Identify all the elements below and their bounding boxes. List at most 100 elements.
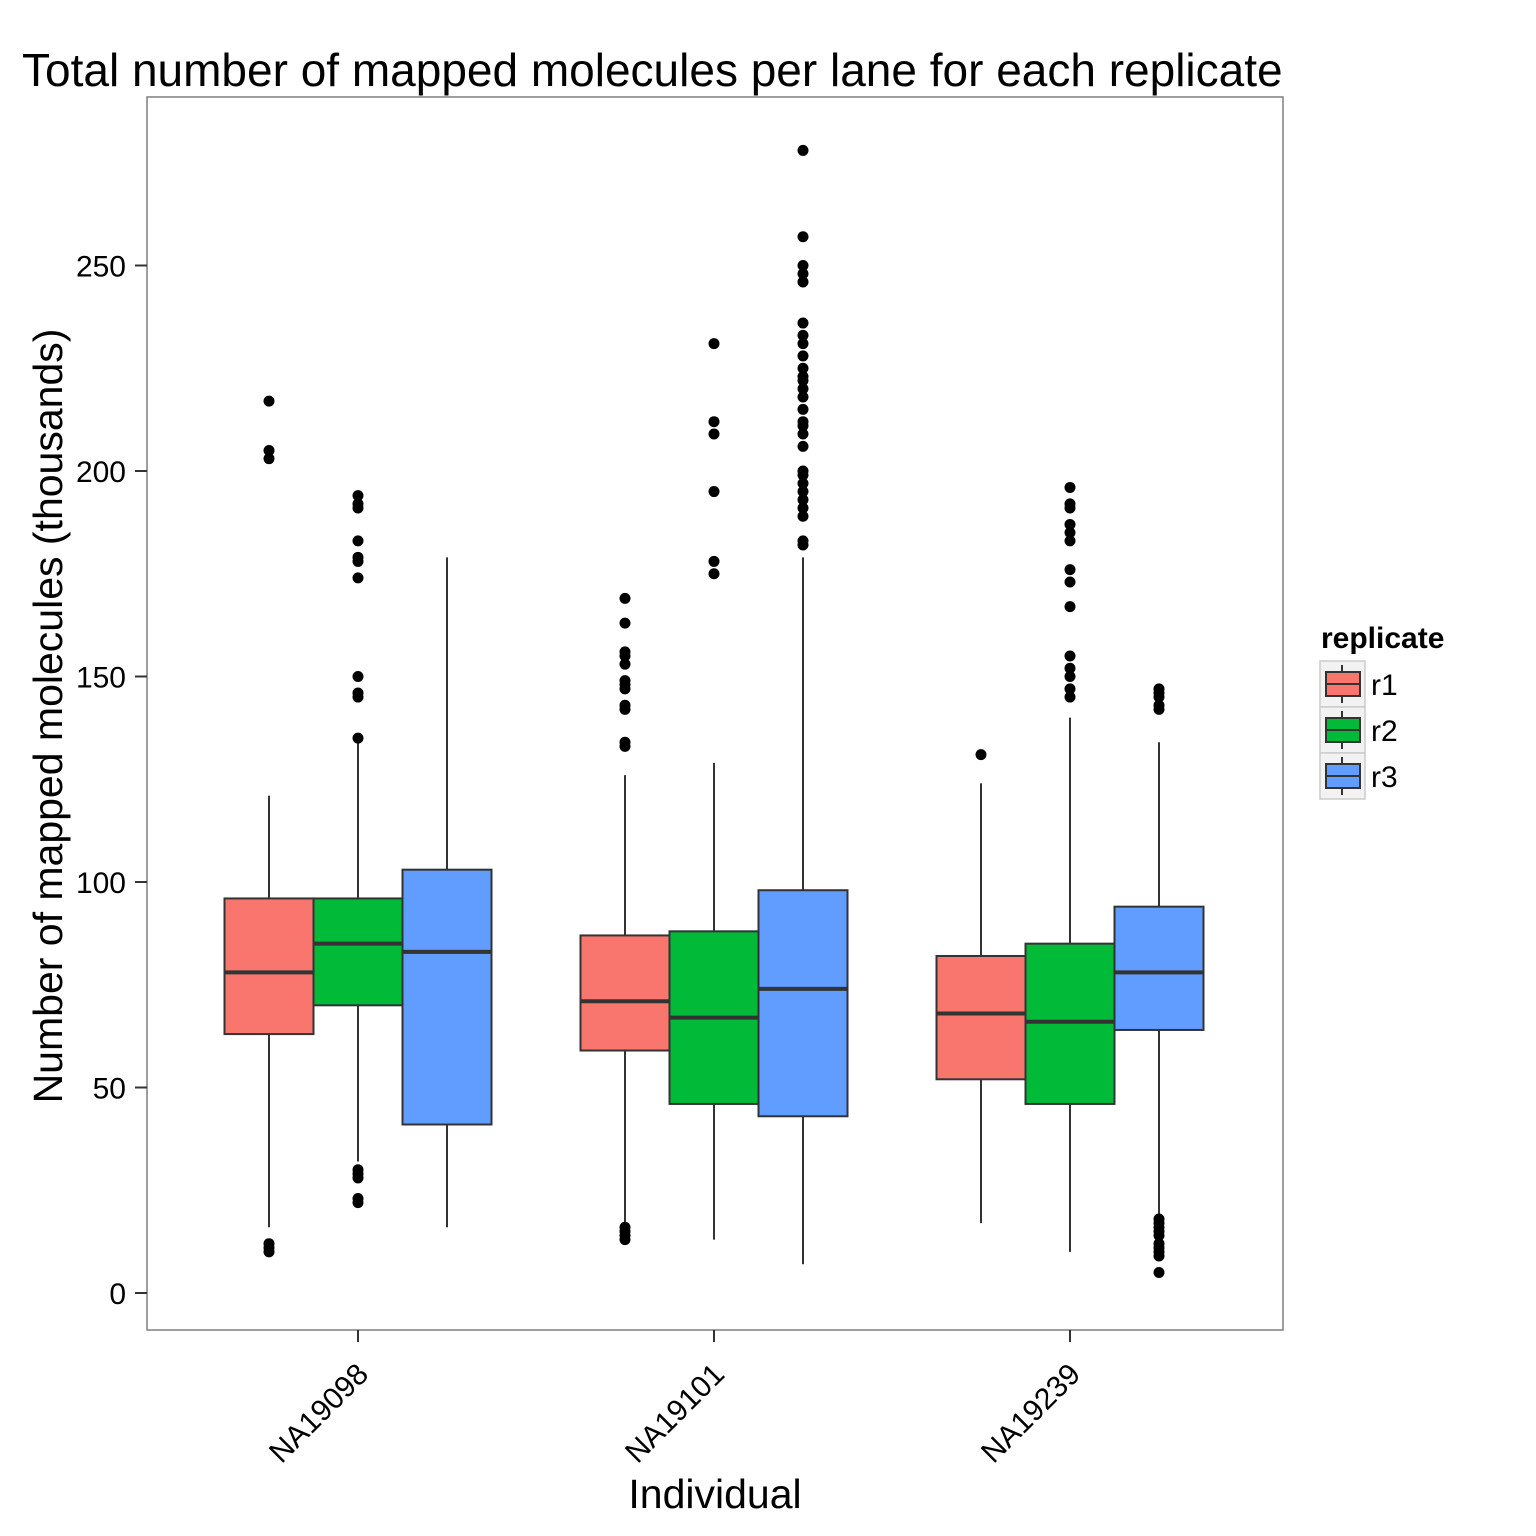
outlier-point [1064, 601, 1076, 613]
outlier-point [797, 268, 809, 280]
outlier-point [1064, 662, 1076, 674]
legend-label: r2 [1371, 715, 1398, 748]
outlier-point [352, 498, 364, 510]
outlier-point [797, 231, 809, 243]
outlier-point [352, 671, 364, 683]
outlier-point [797, 317, 809, 329]
outlier-point [263, 444, 275, 456]
outlier-point [797, 494, 809, 506]
box-body [935, 954, 1027, 1081]
legend-item-r1: r1 [1319, 660, 1398, 708]
outlier-point [352, 732, 364, 744]
outlier-point [797, 383, 809, 395]
y-tick-label: 0 [109, 1278, 126, 1311]
outlier-point [797, 338, 809, 350]
box-r3-NA19098 [401, 557, 493, 1228]
box-body [312, 897, 404, 1007]
outlier-point [619, 736, 631, 748]
box-r2-NA19239 [1024, 481, 1116, 1252]
outlier-point [619, 646, 631, 658]
boxes-layer [223, 144, 1205, 1278]
outlier-point [1064, 518, 1076, 530]
outlier-point [797, 477, 809, 489]
outlier-point [352, 687, 364, 699]
x-tick-label: NA19098 [263, 1358, 375, 1470]
outlier-point [797, 465, 809, 477]
outlier-point [1064, 671, 1076, 683]
box-body [401, 868, 493, 1126]
outlier-point [352, 535, 364, 547]
outlier-point [797, 391, 809, 403]
y-axis-label: Number of mapped molecules (thousands) [25, 329, 71, 1104]
legend-title: replicate [1321, 622, 1444, 655]
outlier-point [352, 1164, 364, 1176]
outlier-point [797, 403, 809, 415]
chart-title: Total number of mapped molecules per lan… [22, 44, 1283, 96]
outlier-point [1064, 481, 1076, 493]
outlier-point [797, 362, 809, 374]
outlier-point [797, 416, 809, 428]
outlier-point [1064, 576, 1076, 588]
outlier-point [619, 1221, 631, 1233]
outlier-point [1153, 1238, 1165, 1250]
y-tick-label: 100 [76, 867, 126, 900]
box-body [757, 889, 849, 1118]
outlier-point [797, 350, 809, 362]
outlier-point [619, 699, 631, 711]
outlier-point [1153, 699, 1165, 711]
outlier-point [797, 440, 809, 452]
outlier-point [352, 572, 364, 584]
outlier-point [708, 416, 720, 428]
box-r1-NA19239 [935, 749, 1027, 1224]
outlier-point [263, 395, 275, 407]
outlier-point [708, 568, 720, 580]
outlier-point [797, 510, 809, 522]
outlier-point [1064, 683, 1076, 695]
x-axis-label: Individual [628, 1471, 801, 1517]
outlier-point [797, 260, 809, 272]
box-body [1024, 942, 1116, 1105]
box-r2-NA19101 [668, 338, 760, 1240]
outlier-point [797, 486, 809, 498]
outlier-point [352, 490, 364, 502]
box-r3-NA19101 [757, 144, 849, 1265]
outlier-point [797, 502, 809, 514]
outlier-point [1064, 498, 1076, 510]
outlier-point [797, 370, 809, 382]
y-tick-label: 200 [76, 456, 126, 489]
y-tick-label: 150 [76, 662, 126, 695]
outlier-point [1153, 683, 1165, 695]
outlier-point [619, 658, 631, 670]
y-axis: 0 50 100 150 200 250 [76, 251, 147, 1311]
outlier-point [1064, 650, 1076, 662]
y-tick-label: 250 [76, 251, 126, 284]
legend-label: r1 [1371, 669, 1398, 702]
outlier-point [708, 555, 720, 567]
legend-item-r2: r2 [1319, 706, 1398, 754]
outlier-point [619, 617, 631, 629]
box-body [579, 934, 671, 1052]
outlier-point [975, 749, 987, 761]
outlier-point [708, 486, 720, 498]
outlier-point [1064, 691, 1076, 703]
outlier-point [619, 675, 631, 687]
legend: replicate r1 r2 r3 [1319, 622, 1444, 800]
outlier-point [263, 453, 275, 465]
legend-item-r3: r3 [1319, 752, 1398, 800]
box-body [223, 897, 315, 1036]
outlier-point [797, 428, 809, 440]
outlier-point [352, 1192, 364, 1204]
outlier-point [619, 592, 631, 604]
x-tick-label: NA19239 [975, 1358, 1087, 1470]
outlier-point [797, 329, 809, 341]
x-tick-label: NA19101 [619, 1358, 731, 1470]
y-tick-label: 50 [93, 1073, 126, 1106]
outlier-point [708, 428, 720, 440]
box-body [1113, 905, 1205, 1031]
box-r3-NA19239 [1113, 683, 1205, 1278]
legend-label: r3 [1371, 761, 1398, 794]
outlier-point [1064, 535, 1076, 547]
outlier-point [797, 535, 809, 547]
plot-panel [146, 96, 1284, 1331]
